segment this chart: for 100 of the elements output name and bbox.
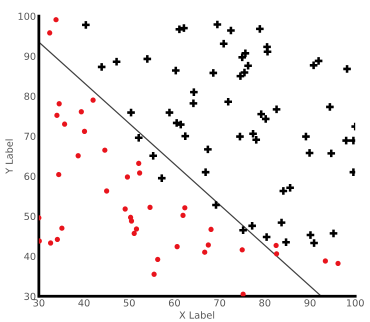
x-tick-label: 50 [124, 299, 135, 307]
point [59, 226, 64, 231]
point [342, 136, 350, 144]
point [144, 55, 152, 63]
point [132, 230, 137, 236]
point [274, 242, 279, 248]
point [335, 260, 341, 266]
point [149, 152, 157, 160]
point [282, 238, 290, 246]
point [244, 62, 252, 70]
point [302, 132, 310, 140]
x-tick-label: 60 [168, 299, 180, 307]
point [249, 130, 257, 138]
point [310, 239, 318, 247]
point [176, 120, 185, 128]
point [102, 148, 108, 153]
point [166, 108, 174, 116]
point [122, 206, 128, 212]
point [264, 48, 272, 56]
point [78, 109, 84, 114]
point [286, 184, 294, 192]
point [314, 57, 322, 65]
point [322, 258, 328, 264]
point [76, 153, 81, 158]
point [236, 132, 244, 140]
point [330, 230, 338, 238]
y-tick-label: 90 [24, 52, 36, 60]
point [180, 212, 186, 218]
point [82, 128, 88, 134]
point [326, 103, 334, 111]
point [54, 236, 60, 242]
point [181, 132, 190, 140]
point [262, 115, 270, 123]
x-tick-label: 40 [78, 299, 90, 307]
point [239, 226, 247, 234]
point [202, 168, 210, 176]
point [257, 110, 265, 118]
point [206, 242, 211, 248]
point [172, 66, 180, 74]
point [280, 187, 288, 195]
point [227, 26, 235, 34]
point [240, 292, 246, 296]
point [90, 98, 96, 103]
point [134, 134, 143, 142]
x-axis-title: X Label [179, 311, 214, 319]
point [158, 174, 166, 182]
point [240, 247, 245, 252]
x-tick-label: 100 [346, 299, 364, 307]
point [56, 101, 62, 106]
point [248, 222, 256, 230]
point [208, 226, 214, 232]
point [112, 58, 120, 66]
point [212, 201, 220, 209]
point [48, 240, 54, 246]
point [278, 218, 286, 226]
point [262, 233, 270, 241]
x-tick-label: 70 [214, 299, 226, 307]
point [98, 63, 106, 71]
point [202, 250, 208, 255]
x-tick-label: 90 [304, 299, 316, 307]
point [136, 160, 142, 166]
y-tick-label: 70 [24, 132, 36, 140]
y-tick-label: 50 [24, 212, 36, 220]
point [56, 172, 62, 178]
y-tick-label: 40 [24, 252, 36, 260]
point [236, 72, 244, 80]
point [190, 100, 198, 108]
point [82, 21, 90, 29]
point [220, 40, 228, 48]
point [182, 205, 188, 210]
point [124, 174, 130, 180]
point [174, 244, 180, 250]
y-tick-label: 60 [24, 172, 36, 180]
point [155, 256, 160, 262]
point [238, 54, 246, 62]
point [327, 150, 336, 158]
point [47, 30, 52, 36]
point [209, 69, 218, 77]
point [128, 218, 134, 224]
point [343, 65, 351, 73]
point [224, 98, 232, 106]
point [127, 108, 135, 116]
point [62, 122, 68, 127]
point [104, 188, 110, 194]
point [180, 24, 188, 32]
point [240, 68, 248, 76]
y-axis-title: Y Label [5, 139, 13, 174]
point [137, 170, 142, 176]
point [274, 251, 280, 256]
point [204, 146, 212, 154]
point [190, 88, 198, 96]
point [151, 272, 157, 277]
point [134, 226, 140, 232]
x-tick-label: 30 [33, 299, 44, 307]
point [306, 149, 314, 157]
point [53, 17, 59, 22]
point [256, 25, 264, 33]
point [272, 106, 280, 114]
point [147, 204, 153, 210]
y-tick-label: 30 [24, 292, 36, 300]
